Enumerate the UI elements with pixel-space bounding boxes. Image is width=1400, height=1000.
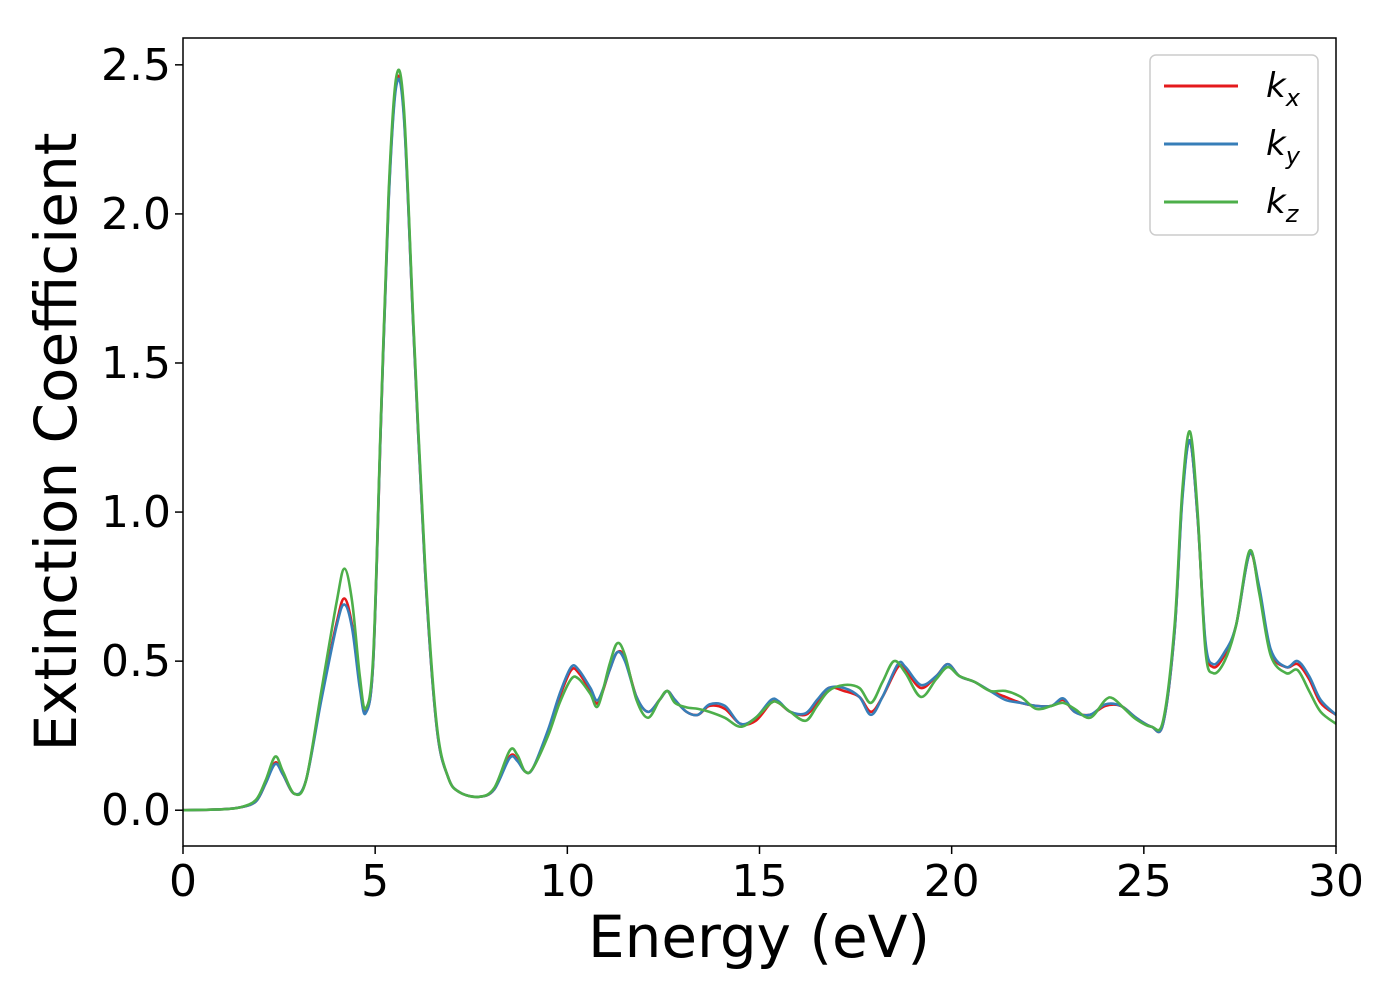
y-tick-label: 0.5 <box>101 636 171 687</box>
legend-subscript: y <box>1285 142 1301 170</box>
legend-subscript: z <box>1285 200 1300 228</box>
x-tick-label: 0 <box>169 856 197 907</box>
x-tick-label: 5 <box>361 856 389 907</box>
legend-subscript: x <box>1285 84 1301 112</box>
x-axis-ticks: 0 5 10 15 20 25 30 <box>169 846 1364 907</box>
y-tick-label: 1.0 <box>101 487 171 538</box>
y-tick-label: 2.5 <box>101 40 171 91</box>
x-axis-title: Energy (eV) <box>588 903 930 971</box>
x-tick-label: 25 <box>1116 856 1172 907</box>
series-line-kz <box>183 68 1336 812</box>
y-tick-label: 0.0 <box>101 785 171 836</box>
y-tick-label: 2.0 <box>101 189 171 240</box>
series-layer <box>183 68 1336 812</box>
y-tick-label: 1.5 <box>101 338 171 389</box>
x-tick-label: 30 <box>1308 856 1364 907</box>
x-tick-label: 10 <box>539 856 595 907</box>
y-axis-title: Extinction Coefficient <box>22 133 90 752</box>
x-tick-label: 20 <box>924 856 980 907</box>
y-axis-ticks: 0.0 0.5 1.0 1.5 2.0 2.5 <box>101 40 183 836</box>
x-tick-label: 15 <box>732 856 788 907</box>
